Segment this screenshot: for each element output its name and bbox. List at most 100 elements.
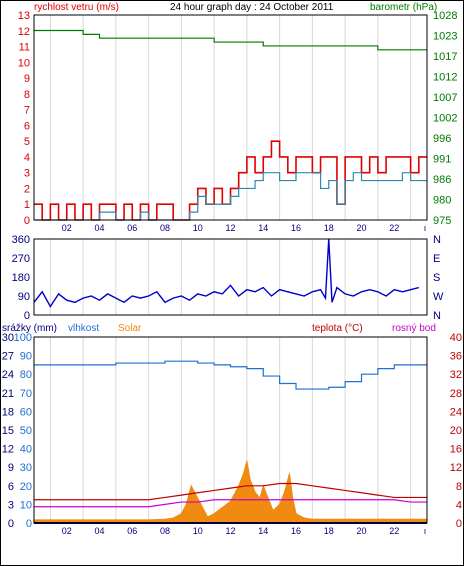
x-tick-end: ı (424, 223, 427, 233)
wind-y-tick-label: 9 (24, 73, 30, 85)
x-tick-label: 10 (193, 526, 203, 536)
humidity-line (34, 360, 427, 390)
legend-humidity: vlhkost (68, 323, 99, 334)
rain-y-tick-label: 21 (2, 388, 14, 400)
wind-y-tick-label: 0 (24, 215, 30, 227)
temperature-y-tick-label: 40 (450, 332, 462, 344)
panel1-frame (33, 14, 428, 221)
wind-gust-line (34, 172, 427, 221)
direction-y-tick-label: 90 (18, 291, 30, 303)
temperature-y-tick-label: 32 (450, 369, 462, 381)
humidity-y-tick-label: 10 (20, 499, 32, 511)
legend-temperature: teplota (°C) (312, 323, 363, 334)
panel1-series (34, 29, 427, 221)
x-tick-end: ı (424, 526, 427, 536)
x-tick-label: 06 (127, 526, 137, 536)
temperature-y-tick-label: 24 (450, 406, 462, 418)
compass-tick-label: N (433, 310, 441, 322)
pressure-y-tick-label: 986 (433, 174, 451, 186)
x-tick-label: 02 (62, 526, 72, 536)
rain-y-tick-label: 18 (2, 406, 14, 418)
x-tick-label: 08 (160, 223, 170, 233)
x-tick-label: 16 (291, 223, 301, 233)
humidity-y-tick-label: 50 (20, 425, 32, 437)
temperature-y-tick-label: 12 (450, 462, 462, 474)
x-tick-label: 20 (356, 526, 366, 536)
legend-solar: Solar (118, 323, 142, 334)
humidity-y-tick-label: 80 (20, 369, 32, 381)
panel3-frame (33, 336, 428, 524)
humidity-y-tick-label: 40 (20, 444, 32, 456)
wind-y-tick-label: 3 (24, 168, 30, 180)
wind-y-tick-label: 13 (18, 10, 30, 22)
direction-y-tick-label: 180 (12, 272, 30, 284)
wind-y-tick-label: 11 (19, 42, 30, 54)
temperature-y-tick-label: 28 (450, 388, 462, 400)
humidity-y-tick-label: 60 (20, 406, 32, 418)
x-tick-label: 20 (356, 223, 366, 233)
x-tick-label: 12 (225, 223, 235, 233)
x-tick-label: 04 (94, 223, 104, 233)
rain-y-tick-label: 24 (2, 369, 14, 381)
compass-tick-label: N (433, 234, 441, 246)
temperature-y-tick-label: 20 (450, 425, 462, 437)
direction-y-tick-label: 0 (24, 310, 30, 322)
x-tick-label: 02 (62, 223, 72, 233)
pressure-y-tick-label: 980 (433, 195, 451, 207)
pressure-y-tick-label: 1028 (433, 10, 457, 22)
wind-y-tick-label: 5 (24, 136, 30, 148)
panel3-ticks: 0369121518212427300102030405060708090100… (2, 332, 462, 536)
temperature-y-tick-label: 16 (450, 444, 462, 456)
rain-y-tick-label: 3 (8, 499, 14, 511)
rain-y-tick-label: 30 (2, 332, 14, 344)
rain-y-tick-label: 6 (8, 481, 14, 493)
temperature-y-tick-label: 36 (450, 351, 462, 363)
wind-y-tick-label: 10 (18, 57, 30, 69)
wind-y-tick-label: 1 (24, 199, 30, 211)
panel3-series (33, 360, 428, 524)
panel1-ticks: 0123456789101112139759809869919961002100… (18, 10, 458, 233)
x-tick-label: 18 (324, 223, 334, 233)
solar-area (33, 460, 428, 524)
legend-dewpoint: rosný bod (392, 323, 436, 334)
x-tick-label: 18 (324, 526, 334, 536)
pressure-line (34, 29, 427, 51)
wind-direction-line (33, 238, 419, 308)
x-tick-label: 06 (127, 223, 137, 233)
compass-tick-label: E (433, 253, 440, 265)
humidity-y-tick-label: 90 (20, 351, 32, 363)
pressure-y-tick-label: 1002 (433, 113, 457, 125)
pressure-y-tick-label: 1007 (433, 92, 457, 104)
panel2-series (33, 238, 419, 308)
temperature-y-tick-label: 0 (456, 518, 462, 530)
pressure-y-tick-label: 991 (433, 154, 451, 166)
wind-y-tick-label: 4 (24, 152, 30, 164)
rain-y-tick-label: 9 (8, 462, 14, 474)
rain-y-tick-label: 0 (8, 518, 14, 530)
wind-y-tick-label: 2 (24, 183, 30, 195)
rain-y-tick-label: 15 (2, 425, 14, 437)
dewpoint-line (34, 499, 427, 508)
pressure-y-tick-label: 1017 (433, 51, 457, 63)
x-tick-label: 12 (225, 526, 235, 536)
compass-tick-label: W (433, 291, 444, 303)
x-tick-label: 22 (389, 526, 399, 536)
compass-tick-label: S (433, 272, 440, 284)
humidity-y-tick-label: 70 (20, 388, 32, 400)
humidity-y-tick-label: 0 (26, 518, 32, 530)
rain-y-tick-label: 27 (2, 351, 14, 363)
panel2-frame (33, 238, 428, 316)
pressure-y-tick-label: 996 (433, 133, 451, 145)
humidity-y-tick-label: 100 (14, 332, 32, 344)
x-tick-label: 16 (291, 526, 301, 536)
pressure-axis-title: barometr (hPa) (370, 2, 437, 13)
pressure-y-tick-label: 975 (433, 215, 451, 227)
direction-y-tick-label: 360 (12, 234, 30, 246)
wind-y-tick-label: 8 (24, 89, 30, 101)
x-tick-label: 04 (94, 526, 104, 536)
x-tick-label: 14 (258, 223, 268, 233)
x-tick-label: 08 (160, 526, 170, 536)
x-tick-label: 14 (258, 526, 268, 536)
